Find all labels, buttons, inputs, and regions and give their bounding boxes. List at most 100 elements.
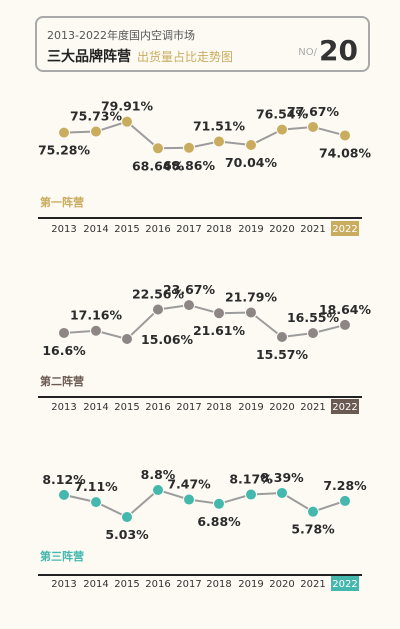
issue-number-value: 20	[319, 34, 358, 67]
x-tick-label: 2019	[238, 402, 263, 413]
data-label: 5.78%	[291, 522, 335, 537]
x-tick-label: 2017	[176, 224, 201, 235]
year-badge	[331, 399, 359, 414]
data-label: 7.28%	[323, 478, 367, 493]
x-tick-label: 2018	[206, 402, 231, 413]
data-label: 70.04%	[225, 155, 278, 170]
data-point	[276, 123, 288, 136]
series-line	[63, 488, 346, 519]
data-point	[339, 129, 351, 142]
data-point	[245, 138, 257, 151]
data-label: 76.54%	[256, 107, 309, 122]
year-badge	[331, 576, 359, 591]
series-label: 第二阵营	[40, 374, 84, 388]
data-point	[276, 486, 288, 499]
data-label: 5.03%	[105, 527, 149, 542]
x-tick-label: 2014	[83, 579, 108, 590]
data-label: 15.06%	[141, 332, 194, 347]
data-label: 8.12%	[42, 472, 86, 487]
x-tick-label: 2022	[332, 402, 357, 413]
data-label: 18.64%	[319, 302, 372, 317]
data-point	[121, 333, 133, 346]
x-tick-label: 2021	[300, 224, 325, 235]
data-point	[90, 324, 102, 337]
data-label: 22.56%	[132, 286, 185, 301]
issue-number-label: NO/	[298, 46, 318, 58]
x-tick-label: 2016	[145, 402, 170, 413]
chart-panel-3: 8.12%7.11% 5.03% 8.8%7.47% 6.88% 8.17%8.39% 5…	[38, 467, 367, 591]
x-tick-label: 2015	[114, 224, 139, 235]
data-label: 71.51%	[193, 119, 246, 134]
data-label: 16.55%	[287, 310, 340, 325]
series-label: 第一阵营	[40, 195, 84, 209]
x-tick-label: 2019	[238, 224, 263, 235]
data-point	[183, 493, 195, 506]
x-tick-label: 2015	[114, 579, 139, 590]
data-label: 77.67%	[287, 104, 340, 119]
x-tick-label: 2019	[238, 579, 263, 590]
x-tick-label: 2017	[176, 402, 201, 413]
data-label: 21.79%	[225, 290, 278, 305]
data-label: 8.39%	[260, 470, 304, 485]
data-point	[58, 126, 70, 139]
x-tick-label: 2021	[300, 579, 325, 590]
data-point	[339, 318, 351, 331]
header-line1: 2013-2022年度国内空调市场	[47, 29, 195, 42]
data-point	[58, 488, 70, 501]
chart-panel-2: 16.6% 17.16% 15.06% 22.56%23.67% 21.61% 21.79…	[38, 282, 371, 414]
series-line	[63, 120, 346, 150]
data-label: 15.57%	[256, 347, 309, 362]
x-tick-label: 2021	[300, 402, 325, 413]
data-point	[307, 120, 319, 133]
x-tick-label: 2018	[206, 224, 231, 235]
header-box: 2013-2022年度国内空调市场 三大品牌阵营 出货量占比走势图 NO/20	[35, 16, 370, 72]
data-label: 79.91%	[101, 99, 154, 114]
data-point	[152, 303, 164, 316]
x-tick-label: 2015	[114, 402, 139, 413]
header-title-row: 三大品牌阵营 出货量占比走势图	[47, 46, 233, 66]
series-line	[63, 304, 346, 341]
x-tick-label: 2013	[51, 579, 76, 590]
data-point	[213, 307, 225, 320]
data-label: 75.73%	[70, 109, 123, 124]
data-label: 68.86%	[163, 158, 216, 173]
x-tick-label: 2020	[269, 224, 294, 235]
data-point	[213, 135, 225, 148]
data-point	[58, 326, 70, 339]
x-tick-label: 2016	[145, 224, 170, 235]
data-label: 68.64%	[132, 158, 185, 173]
data-label: 6.88%	[197, 514, 241, 529]
x-tick-label: 2022	[332, 579, 357, 590]
data-point	[307, 327, 319, 340]
chart-panel-1: 75.28% 75.73%79.91% 68.64%68.86% 71.51% 70.0…	[38, 99, 372, 236]
x-tick-label: 2014	[83, 402, 108, 413]
data-point	[245, 306, 257, 319]
x-tick-label: 2020	[269, 579, 294, 590]
x-tick-label: 2022	[332, 224, 357, 235]
data-point	[90, 496, 102, 509]
data-point	[307, 505, 319, 518]
data-label: 8.8%	[141, 467, 176, 482]
data-label: 7.47%	[167, 477, 211, 492]
x-tick-label: 2014	[83, 224, 108, 235]
data-point	[152, 142, 164, 155]
data-label: 74.08%	[319, 145, 372, 160]
x-tick-label: 2020	[269, 402, 294, 413]
data-point	[152, 484, 164, 497]
data-point	[183, 141, 195, 154]
x-tick-label: 2017	[176, 579, 201, 590]
series-label: 第三阵营	[40, 549, 84, 563]
x-tick-label: 2013	[51, 402, 76, 413]
data-label: 17.16%	[70, 308, 123, 323]
year-badge	[331, 221, 359, 236]
header-title: 三大品牌阵营	[47, 49, 131, 65]
x-tick-label: 2016	[145, 579, 170, 590]
header-subtitle: 出货量占比走势图	[137, 50, 234, 64]
data-label: 7.11%	[74, 479, 118, 494]
data-label: 16.6%	[42, 343, 86, 358]
data-label: 75.28%	[38, 143, 91, 158]
data-point	[245, 488, 257, 501]
data-label: 23.67%	[163, 282, 216, 297]
